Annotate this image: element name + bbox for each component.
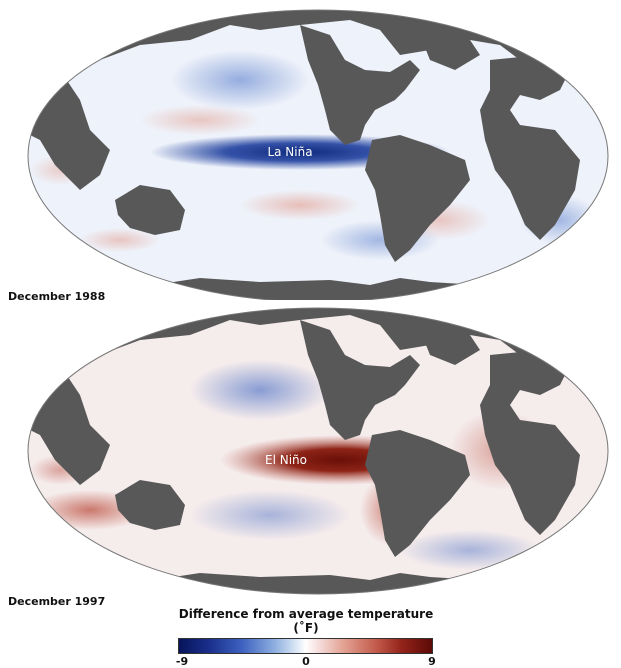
mollweide-map-1988: La Niña bbox=[27, 9, 609, 300]
legend-color-bar bbox=[178, 638, 433, 654]
legend-title: Difference from average temperature (˚F) bbox=[178, 607, 434, 635]
legend-tick-zero: 0 bbox=[302, 655, 310, 668]
legend-ticks: -9 0 9 bbox=[175, 654, 436, 668]
la-nina-label: La Niña bbox=[267, 145, 312, 159]
date-label-1988: December 1988 bbox=[8, 290, 106, 303]
el-nino-label: El Niño bbox=[265, 453, 307, 467]
mollweide-map-1997: El Niño bbox=[27, 307, 609, 595]
legend-tick-max: 9 bbox=[428, 655, 436, 668]
map-december-1997: El Niño bbox=[0, 300, 621, 600]
map-outline-1988 bbox=[27, 9, 609, 300]
legend-tick-min: -9 bbox=[175, 655, 189, 668]
map-december-1988: La Niña bbox=[0, 0, 621, 300]
color-legend: Difference from average temperature (˚F)… bbox=[175, 607, 438, 668]
date-label-1997: December 1997 bbox=[8, 595, 106, 608]
map-outline-1997 bbox=[27, 307, 609, 595]
